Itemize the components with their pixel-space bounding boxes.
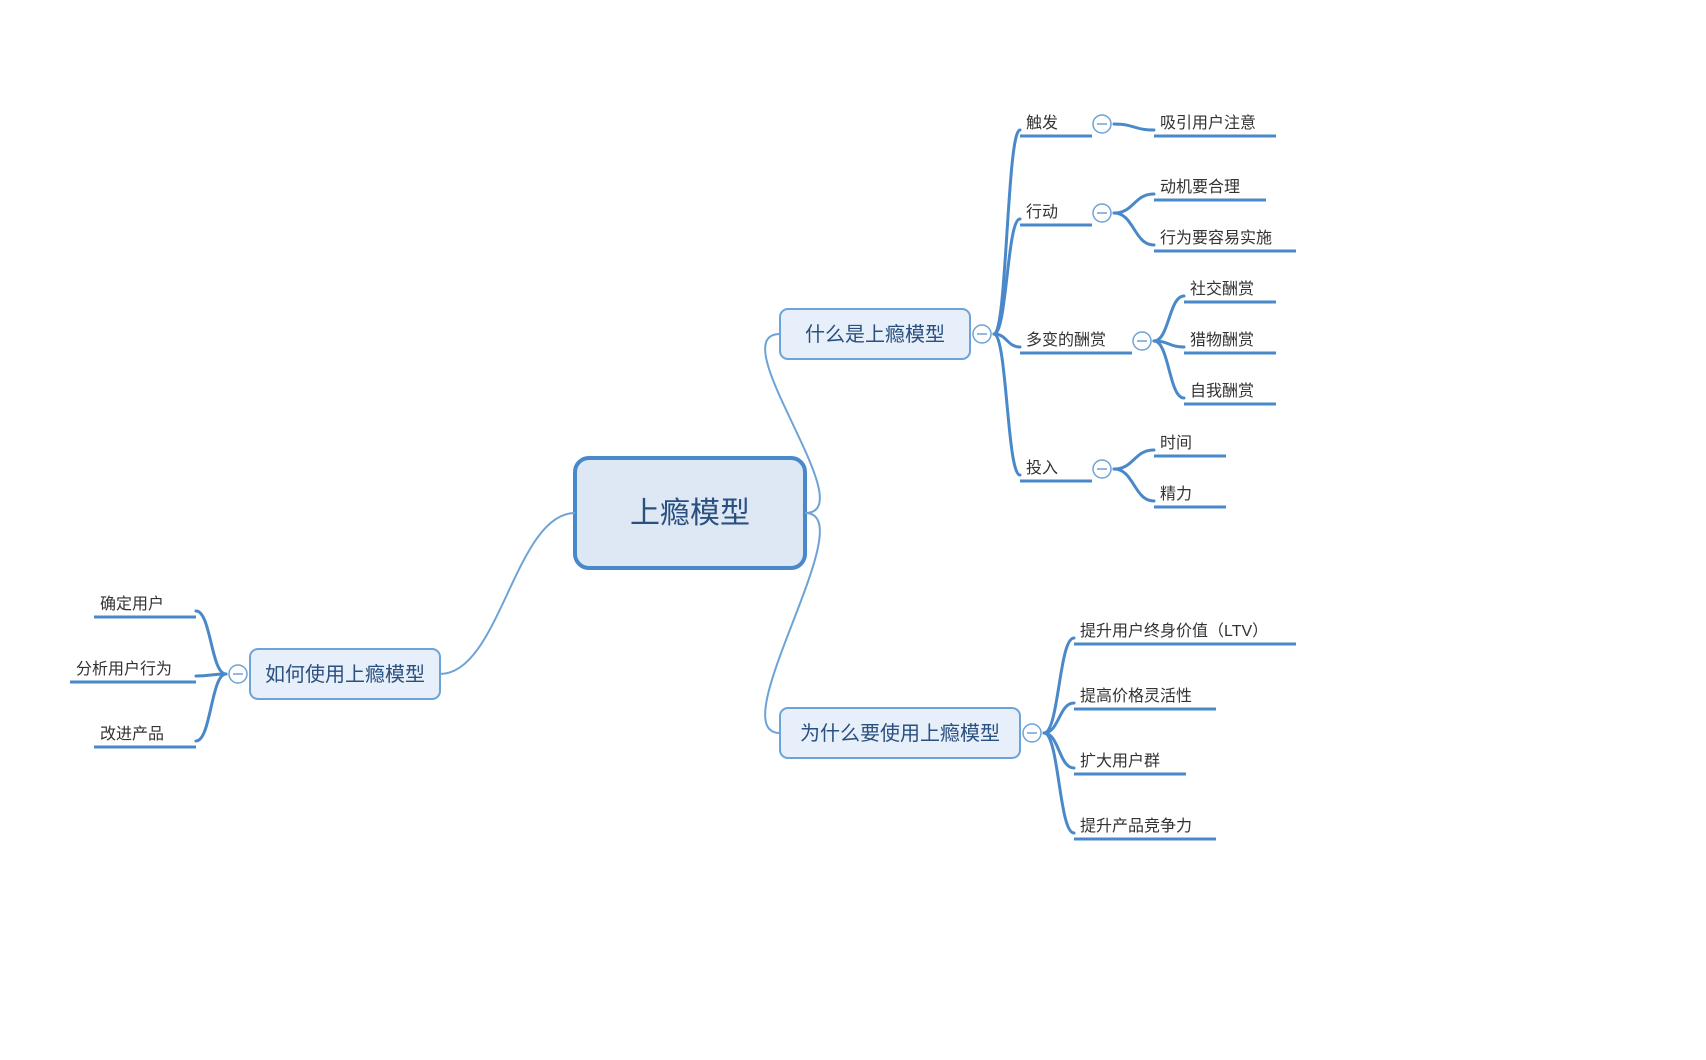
bracket-left-0: [196, 611, 226, 674]
branch-what-label: 什么是上瘾模型: [805, 323, 945, 346]
branch-why-label: 为什么要使用上瘾模型: [800, 722, 1000, 745]
branches.2.leaves.1-label: 提高价格灵活性: [1080, 687, 1192, 705]
branches.2.leaves.2-label: 扩大用户群: [1080, 752, 1160, 770]
branches.1.leaves.0.children.0-label: 吸引用户注意: [1160, 113, 1256, 132]
bracket-what-2-0: [1154, 296, 1184, 341]
bracket-what-1-0: [1114, 194, 1154, 213]
bracket-what-0: [994, 130, 1020, 334]
branches.1.leaves.2.children.0-label: 社交酬赏: [1190, 280, 1254, 298]
root-label: 上瘾模型: [630, 497, 750, 530]
branches.2.leaves.0-label: 提升用户终身价值（LTV）: [1080, 622, 1268, 640]
branches.0.leaves.1-label: 分析用户行为: [76, 660, 172, 678]
branches.1.leaves.3.children.0-label: 时间: [1160, 434, 1192, 452]
bracket-what-3-0: [1114, 450, 1154, 469]
branches.2.leaves.3-label: 提升产品竞争力: [1080, 817, 1192, 835]
branch-left-label: 如何使用上瘾模型: [265, 663, 425, 686]
bracket-what-3: [994, 334, 1020, 475]
branches.0.leaves.2-label: 改进产品: [100, 725, 164, 743]
branches.1.leaves.2-label: 多变的酬赏: [1026, 331, 1106, 349]
bracket-what-1-1: [1114, 213, 1154, 245]
branches.1.leaves.3.children.1-label: 精力: [1160, 485, 1192, 503]
branches.1.leaves.1.children.1-label: 行为要容易实施: [1160, 229, 1272, 247]
branches.1.leaves.3-label: 投入: [1026, 459, 1058, 477]
mindmap-canvas: 上瘾模型如何使用上瘾模型 确定用户分析用户行为改进产品 什么是上瘾模型 触发 吸引用户注…: [0, 0, 1706, 1060]
bracket-what-0-0: [1114, 124, 1154, 130]
branches.1.leaves.1-label: 行动: [1026, 203, 1058, 221]
connector-root-left: [440, 513, 575, 674]
bracket-left-2: [196, 674, 226, 741]
branches.1.leaves.0-label: 触发: [1026, 114, 1058, 132]
bracket-what-3-1: [1114, 469, 1154, 501]
branches.0.leaves.0-label: 确定用户: [100, 595, 164, 613]
bracket-what-2-2: [1154, 341, 1184, 398]
branches.1.leaves.2.children.1-label: 猎物酬赏: [1190, 331, 1254, 349]
branches.1.leaves.2.children.2-label: 自我酬赏: [1190, 382, 1254, 400]
branches.1.leaves.1.children.0-label: 动机要合理: [1160, 178, 1240, 196]
